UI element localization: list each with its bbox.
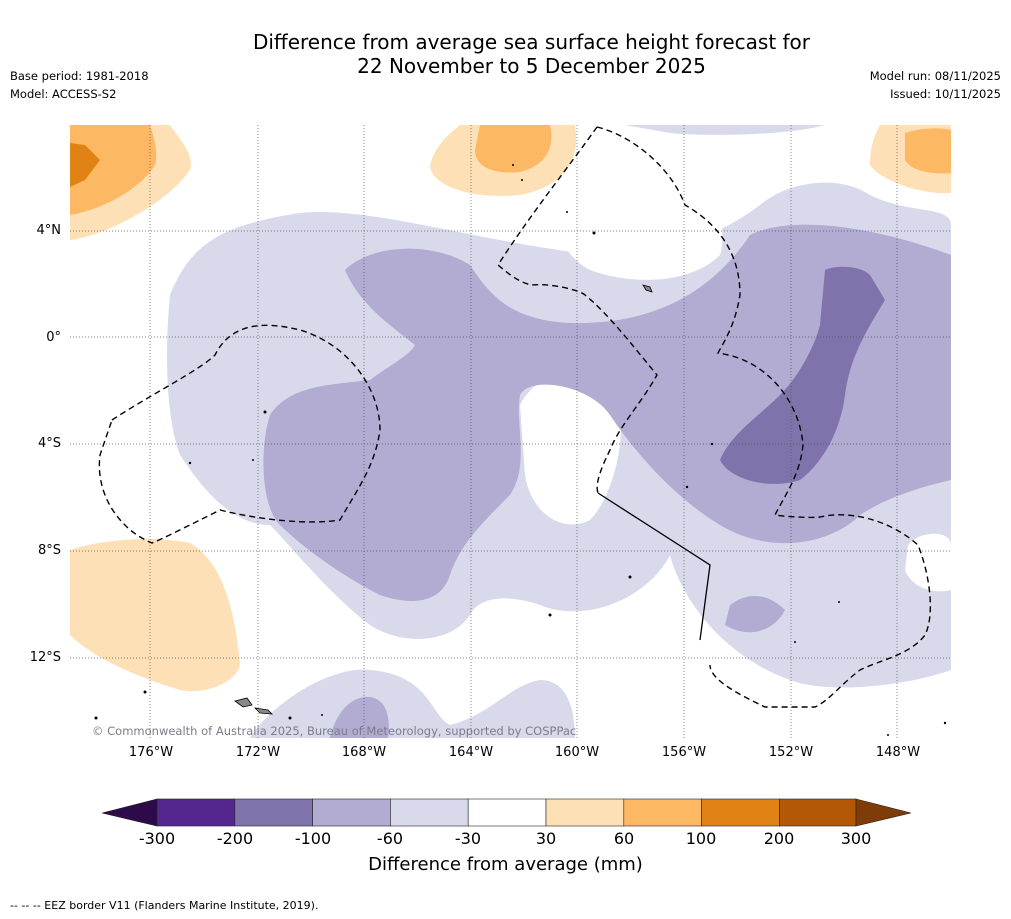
lat-label-4s: 4°S	[37, 436, 61, 451]
anomaly-light-purple-bottom	[250, 669, 575, 738]
title-line-2: 22 November to 5 December 2025	[357, 54, 706, 78]
eez-borders	[98, 126, 932, 708]
lon-label-152w: 152°W	[768, 745, 814, 760]
legend-bin-7	[623, 798, 702, 827]
anomaly-dark-purple	[720, 266, 885, 484]
island-samoa-savaii	[234, 697, 253, 708]
eez-border-solid	[597, 492, 711, 641]
eez-border-phoenix	[497, 126, 658, 494]
legend-tick-minus-200: -200	[216, 829, 254, 848]
map-panel	[70, 125, 951, 738]
island-samoa-upolu	[253, 707, 274, 715]
island-small-east	[642, 284, 653, 293]
issued-date: Issued: 10/11/2025	[890, 87, 1001, 101]
model-name: Model: ACCESS-S2	[10, 87, 117, 101]
base-period: Base period: 1981-2018	[10, 69, 149, 83]
legend-bin-3	[312, 798, 391, 827]
legend-tick-100: 100	[685, 829, 717, 848]
legend-bin-1	[156, 798, 236, 827]
gridlines	[70, 125, 951, 738]
islands	[234, 284, 653, 715]
map-svg	[70, 125, 951, 738]
lon-label-156w: 156°W	[661, 745, 707, 760]
anomaly-orange-nw	[70, 125, 157, 215]
anomaly-white-hole-north	[557, 137, 723, 280]
lat-label-4n: 4°N	[36, 223, 62, 238]
legend-arrow-low	[101, 798, 158, 827]
lon-label-160w: 160°W	[554, 745, 600, 760]
legend-colorbar	[101, 798, 912, 827]
copyright-notice: © Commonwealth of Australia 2025, Bureau…	[92, 724, 577, 738]
atolls	[94, 164, 947, 736]
legend-bin-6	[545, 798, 625, 827]
legend-tick-200: 200	[763, 829, 795, 848]
lon-label-176w: 176°W	[128, 745, 174, 760]
legend-bin-9	[779, 798, 857, 827]
legend-bin-2	[234, 798, 313, 827]
lat-label-8s: 8°S	[37, 543, 61, 558]
anomaly-medium-purple-south	[725, 595, 785, 633]
legend-tick-300: 300	[840, 829, 872, 848]
legend-label: Difference from average (mm)	[368, 854, 643, 875]
legend-tick-minus-30: -30	[454, 829, 482, 848]
legend-tick-minus-60: -60	[376, 829, 404, 848]
meta-right: Model run: 08/11/2025 Issued: 10/11/2025	[870, 67, 1001, 103]
lon-label-148w: 148°W	[875, 745, 921, 760]
anomaly-white-hole	[520, 373, 621, 525]
legend-arrow-high	[855, 798, 912, 827]
lon-label-168w: 168°W	[341, 745, 387, 760]
model-run: Model run: 08/11/2025	[869, 69, 1001, 83]
legend-bin-8	[701, 798, 780, 827]
legend-tick-minus-100: -100	[294, 829, 332, 848]
anomaly-orange-n	[475, 125, 552, 173]
chart-title: Difference from average sea surface heig…	[0, 30, 1011, 78]
lon-label-164w: 164°W	[448, 745, 494, 760]
eez-border-tokelau-samoa	[98, 324, 381, 544]
anomaly-white-patch-east	[905, 533, 951, 592]
lat-label-12s: 12°S	[29, 650, 61, 665]
anomaly-medium-purple	[263, 224, 951, 601]
anomaly-orange-ne	[905, 128, 951, 174]
anomaly-medium-purple-sw	[330, 696, 389, 738]
title-line-1: Difference from average sea surface heig…	[252, 30, 811, 54]
eez-border-line-islands	[596, 126, 932, 708]
meta-left: Base period: 1981-2018 Model: ACCESS-S2	[10, 67, 149, 103]
legend-tick-minus-300: -300	[138, 829, 176, 848]
legend-tick-60: 60	[613, 829, 635, 848]
anomaly-light-orange-sw	[70, 539, 240, 692]
legend-tick-30: 30	[535, 829, 557, 848]
legend-bin-4	[390, 798, 469, 827]
anomaly-dark-orange-nw	[70, 143, 100, 187]
lat-label-0: 0°	[46, 330, 61, 345]
lon-label-172w: 172°W	[235, 745, 281, 760]
footnote-eez: -- -- -- EEZ border V11 (Flanders Marine…	[10, 899, 319, 912]
legend-bin-5	[467, 798, 547, 827]
anomaly-light-purple-top	[625, 125, 825, 135]
